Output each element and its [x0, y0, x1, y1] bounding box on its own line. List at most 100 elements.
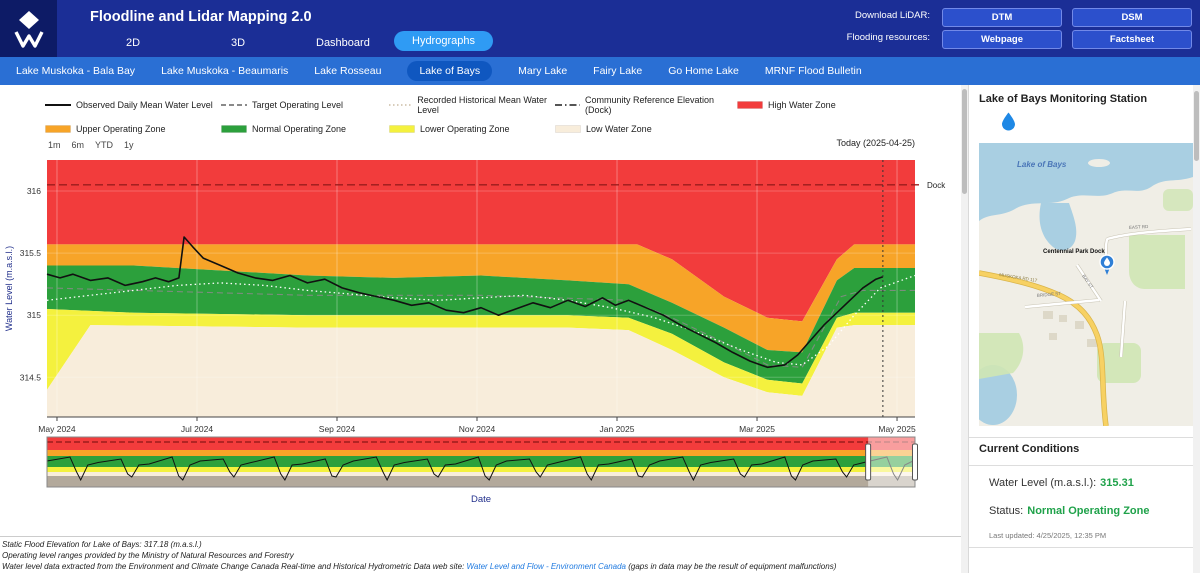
mini-zone-band — [47, 437, 915, 450]
footer-line3-suffix: (gaps in data may be the result of equip… — [626, 562, 837, 572]
legend-item-target-operating-level[interactable]: Target Operating Level — [221, 95, 389, 115]
legend-swatch — [389, 125, 415, 133]
nav-3d[interactable]: 3D — [231, 37, 246, 49]
x-tick-label: May 2024 — [38, 424, 76, 434]
range-button-ytd[interactable]: YTD — [95, 140, 114, 150]
factsheet-button[interactable]: Factsheet — [1072, 30, 1192, 49]
mini-zone-band — [47, 472, 915, 476]
station-map[interactable]: Lake of Bays MUSKOKA RD 117 BRIDGE ST BA… — [969, 143, 1193, 427]
lake-tab-lake-muskoka-bala-bay[interactable]: Lake Muskoka - Bala Bay — [16, 65, 136, 77]
lower-operating-zone-area — [47, 309, 915, 396]
footer-divider — [0, 536, 961, 537]
current-conditions-header: Current Conditions — [979, 443, 1080, 455]
water-level-row: Water Level (m.a.s.l.): 315.31 — [989, 477, 1134, 489]
legend-swatch — [555, 125, 581, 133]
legend-item-high-water-zone[interactable]: High Water Zone — [737, 95, 925, 115]
legend-label: Upper Operating Zone — [76, 124, 166, 134]
map-greenspace — [1163, 189, 1193, 211]
x-tick-label: Jan 2025 — [600, 424, 635, 434]
nav-hydrographs[interactable]: Hydrographs — [394, 31, 493, 51]
hydrograph-chart[interactable]: Dock May 2024 Jul 2024 Sep 2024 Nov 2024 Jan … — [0, 150, 961, 510]
sidebar-scrollbar-track[interactable] — [1193, 85, 1200, 573]
map-dock-marker[interactable] — [1099, 254, 1115, 275]
range-button-1y[interactable]: 1y — [124, 140, 134, 150]
app-title: Floodline and Lidar Mapping 2.0 — [90, 9, 312, 25]
map-greenspace — [1129, 235, 1185, 289]
lake-tab-lake-muskoka-beaumaris[interactable]: Lake Muskoka - Beaumaris — [161, 65, 289, 77]
x-tick-label: Mar 2025 — [739, 424, 775, 434]
footer-line3-prefix: Water level data extracted from the Envi… — [2, 562, 467, 572]
legend-label: Target Operating Level — [252, 100, 344, 110]
x-tick-label: Nov 2024 — [459, 424, 496, 434]
lake-tab-mary-lake[interactable]: Mary Lake — [518, 65, 568, 77]
muskoka-logo-icon — [13, 10, 44, 48]
footer-line3: Water level data extracted from the Envi… — [2, 561, 957, 572]
legend-label: High Water Zone — [768, 100, 836, 110]
x-axis-title: Date — [471, 494, 491, 505]
x-tick-label: Jul 2024 — [181, 424, 213, 434]
status-row: Status: Normal Operating Zone — [989, 505, 1150, 517]
legend-label: Normal Operating Zone — [252, 124, 347, 134]
footer-notes: Static Flood Elevation for Lake of Bays:… — [2, 539, 957, 573]
app-logo[interactable] — [0, 0, 57, 57]
legend-swatch — [221, 125, 247, 133]
legend-label: Community Reference Elevation (Dock) — [585, 95, 715, 115]
legend-swatch — [389, 104, 413, 106]
map-lake-label: Lake of Bays — [1017, 160, 1067, 169]
legend-item-upper-operating-zone[interactable]: Upper Operating Zone — [45, 124, 221, 134]
main-scrollbar-track[interactable] — [961, 85, 968, 573]
map-street-label-east: EAST RD — [1129, 224, 1149, 230]
mini-observed-line — [46, 456, 916, 482]
flooding-resources-label: Flooding resources: — [846, 32, 930, 43]
legend-item-observed-daily-mean-water-level[interactable]: Observed Daily Mean Water Level — [45, 95, 221, 115]
legend-item-lower-operating-zone[interactable]: Lower Operating Zone — [389, 124, 555, 134]
map-dock-label: Centennial Park Dock — [1043, 249, 1105, 255]
dtm-button[interactable]: DTM — [942, 8, 1062, 27]
map-streets — [1024, 227, 1192, 358]
main-scrollbar-thumb[interactable] — [962, 89, 967, 194]
mini-selection-handle[interactable] — [912, 443, 918, 481]
last-updated: Last updated: 4/25/2025, 12:35 PM — [989, 531, 1107, 540]
water-drop-icon[interactable] — [1001, 112, 1016, 136]
x-tick-label: May 2025 — [878, 424, 916, 434]
y-tick-label: 314.5 — [20, 372, 42, 382]
nav-dashboard[interactable]: Dashboard — [316, 37, 370, 49]
station-title: Lake of Bays Monitoring Station — [979, 93, 1148, 105]
legend-label: Observed Daily Mean Water Level — [76, 100, 213, 110]
hydrograph-panel: Observed Daily Mean Water Level Target Op… — [0, 85, 961, 573]
nav-2d[interactable]: 2D — [126, 37, 141, 49]
lake-tab-fairy-lake[interactable]: Fairy Lake — [593, 65, 643, 77]
range-button-6m[interactable]: 6m — [71, 140, 85, 150]
today-label: Today (2025-04-25) — [836, 138, 915, 148]
dsm-button[interactable]: DSM — [1072, 8, 1192, 27]
y-tick-label: 316 — [27, 186, 41, 196]
y-tick-label: 315 — [27, 310, 41, 320]
lake-tab-lake-of-bays[interactable]: Lake of Bays — [407, 61, 493, 81]
legend-item-low-water-zone[interactable]: Low Water Zone — [555, 124, 737, 134]
mini-zone-band — [47, 456, 915, 467]
conditions-divider2 — [969, 465, 1193, 466]
mini-selection-window[interactable] — [868, 437, 915, 487]
sidebar-scrollbar-thumb[interactable] — [1194, 91, 1199, 161]
status-label: Status: — [989, 505, 1024, 517]
y-axis-title: Water Level (m.a.s.l.) — [4, 246, 14, 331]
footer-line2: Operating level ranges provided by the M… — [2, 551, 294, 561]
range-selector: 1m 6m YTD 1y — [48, 140, 134, 150]
legend-item-normal-operating-zone[interactable]: Normal Operating Zone — [221, 124, 389, 134]
legend-item-community-reference-elevation-dock-[interactable]: Community Reference Elevation (Dock) — [555, 95, 737, 115]
map-street-label-bridge: BRIDGE ST — [1037, 291, 1062, 298]
mini-selection-handle[interactable] — [865, 443, 872, 481]
range-button-1m[interactable]: 1m — [48, 140, 61, 150]
legend-item-recorded-historical-mean-water-level[interactable]: Recorded Historical Mean Water Level — [389, 95, 555, 115]
lake-tab-go-home-lake[interactable]: Go Home Lake — [668, 65, 739, 77]
environment-canada-link[interactable]: Water Level and Flow - Environment Canad… — [466, 562, 627, 572]
water-level-label: Water Level (m.a.s.l.): — [989, 477, 1097, 489]
lake-tab-mrnf-flood-bulletin[interactable]: MRNF Flood Bulletin — [764, 65, 862, 77]
legend-swatch — [737, 101, 763, 109]
webpage-button[interactable]: Webpage — [942, 30, 1062, 49]
y-tick-label: 315.5 — [20, 248, 42, 258]
legend-swatch — [45, 125, 71, 133]
water-level-value: 315.31 — [1100, 477, 1134, 489]
x-tick-label: Sep 2024 — [319, 424, 356, 434]
lake-tab-lake-rosseau[interactable]: Lake Rosseau — [314, 65, 382, 77]
